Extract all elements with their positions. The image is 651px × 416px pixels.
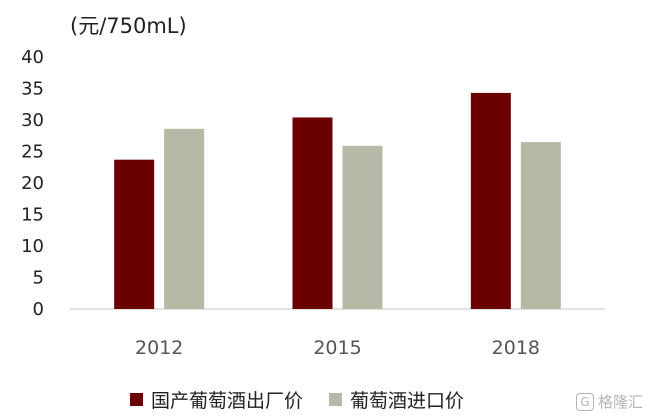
bars-group [114, 92, 561, 309]
y-tick-label: 20 [21, 173, 44, 194]
y-tick-label: 5 [33, 268, 44, 289]
legend-swatch-imported [329, 393, 343, 406]
y-tick-label: 0 [33, 299, 44, 320]
legend-label-domestic: 国产葡萄酒出厂价 [151, 390, 304, 412]
legend: 国产葡萄酒出厂价 葡萄酒进口价 [130, 386, 490, 413]
y-tick-label: 35 [21, 79, 44, 100]
y-tick-label: 25 [21, 142, 44, 163]
watermark-text: 格隆汇 [597, 393, 643, 411]
bar-domestic-2015 [292, 117, 333, 309]
legend-swatch-domestic [130, 393, 143, 406]
bar-domestic-2012 [114, 159, 155, 309]
y-tick-label: 15 [21, 205, 44, 226]
watermark-logo-icon: G [575, 392, 594, 411]
x-tick-label: 2015 [313, 337, 361, 359]
x-axis: 2012 2015 2018 [135, 337, 540, 359]
y-tick-label: 30 [21, 110, 44, 131]
bar-imported-2015 [342, 145, 383, 309]
bar-imported-2018 [520, 142, 561, 309]
legend-item-imported: 葡萄酒进口价 [329, 386, 464, 413]
watermark: G 格隆汇 [575, 391, 643, 412]
bar-domestic-2018 [470, 92, 511, 309]
bar-imported-2012 [164, 128, 205, 309]
y-tick-label: 10 [21, 236, 44, 257]
legend-item-domestic: 国产葡萄酒出厂价 [130, 386, 303, 413]
y-axis-unit-label: (元/750mL) [70, 14, 187, 38]
y-axis: 0 5 10 15 20 25 30 35 40 [21, 47, 605, 320]
x-tick-label: 2012 [135, 337, 183, 359]
x-tick-label: 2018 [492, 337, 540, 359]
y-tick-label: 40 [21, 47, 44, 68]
legend-label-imported: 葡萄酒进口价 [350, 390, 465, 412]
